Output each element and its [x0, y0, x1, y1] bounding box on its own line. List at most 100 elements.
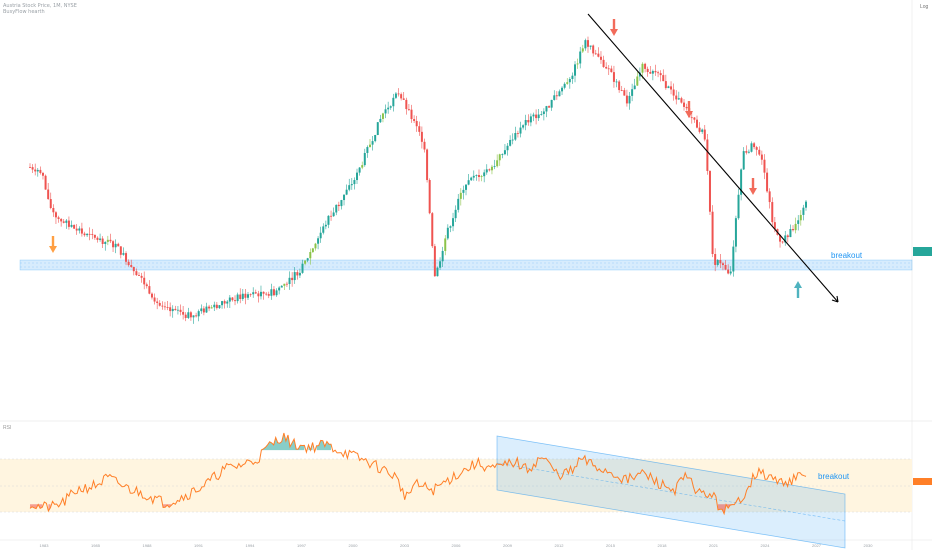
candle-body: [612, 72, 615, 82]
candle-body: [140, 275, 143, 278]
candle-body: [747, 151, 750, 153]
candle-body: [625, 95, 628, 104]
candle-body: [540, 114, 543, 115]
candle-body: [527, 119, 530, 123]
candle-body: [278, 287, 281, 291]
log-scale-label[interactable]: Log: [920, 4, 929, 10]
candle-body: [309, 252, 312, 259]
candle-body: [781, 241, 784, 243]
candle-body: [701, 129, 704, 132]
candle-body: [130, 265, 133, 267]
x-tick-label: 1983: [40, 543, 50, 548]
candle-body: [620, 90, 623, 91]
candle-body: [423, 141, 426, 150]
trendline: [587, 13, 839, 303]
candle-body: [153, 297, 156, 302]
candle-body: [615, 81, 618, 83]
overbought-fill: [261, 433, 305, 451]
x-tick-label: 2015: [606, 543, 616, 548]
candle-body: [324, 224, 327, 227]
candle-body: [267, 294, 270, 296]
candle-body: [428, 180, 431, 214]
candle-body: [228, 297, 231, 302]
oversold-fill: [30, 504, 43, 509]
candle-body: [493, 166, 496, 168]
x-tick-label: 2030: [864, 543, 874, 548]
candle-body: [721, 263, 724, 266]
candle-body: [114, 243, 117, 248]
candle-body: [410, 109, 413, 120]
candle-body: [70, 224, 73, 227]
candle-body: [62, 221, 65, 223]
candle-body: [34, 169, 37, 172]
candle-body: [685, 106, 688, 109]
rsi-line: [29, 432, 807, 516]
candle-body: [215, 304, 218, 309]
candle-body: [311, 248, 314, 253]
current-rsi-tag: [913, 478, 932, 485]
candle-body: [54, 212, 57, 218]
candle-body: [221, 301, 224, 306]
candle-body: [522, 125, 525, 128]
candle-body: [719, 259, 722, 264]
candle-body: [597, 53, 600, 57]
candle-body: [330, 215, 333, 217]
candle-body: [67, 220, 70, 227]
x-tick-label: 2018: [658, 543, 668, 548]
sell-arrow: [685, 111, 693, 118]
candle-body: [415, 120, 418, 127]
support-band: [19, 259, 913, 271]
candle-body: [298, 272, 301, 276]
x-tick-label: 2006: [452, 543, 462, 548]
x-tick-label: 2012: [555, 543, 565, 548]
candle-body: [742, 151, 745, 170]
current-price-tag: [913, 247, 932, 256]
candle-body: [179, 309, 182, 312]
candle-body: [125, 253, 128, 262]
candle-body: [117, 243, 120, 247]
rsi-indicator-label: RSI: [3, 425, 11, 431]
candle-body: [101, 238, 104, 244]
candle-body: [628, 95, 631, 104]
candle-body: [254, 292, 257, 294]
candle-body: [31, 167, 34, 170]
candle-body: [574, 64, 577, 76]
candle-body: [80, 228, 83, 234]
candle-body: [371, 141, 374, 145]
candle-body: [695, 119, 698, 128]
candle-body: [727, 269, 730, 274]
sell-arrow: [610, 29, 618, 36]
candle-body: [698, 127, 701, 132]
candle-body: [786, 235, 789, 238]
candle-body: [711, 211, 714, 255]
candle-body: [132, 266, 135, 272]
candle-body: [802, 207, 805, 215]
candle-body: [511, 139, 514, 141]
candle-body: [472, 175, 475, 178]
candle-body: [150, 293, 153, 298]
candle-body: [231, 297, 234, 301]
candle-body: [519, 127, 522, 134]
candle-body: [792, 229, 795, 231]
x-tick-label: 1985: [91, 543, 101, 548]
candle-body: [784, 235, 787, 243]
buy-arrow: [794, 281, 802, 288]
candle-body: [753, 143, 756, 148]
candle-body: [734, 218, 737, 247]
candle-body: [93, 234, 96, 238]
candle-body: [532, 114, 535, 117]
candle-body: [649, 71, 652, 74]
candle-body: [182, 311, 185, 315]
candle-body: [314, 243, 317, 249]
candle-body: [343, 194, 346, 201]
candle-body: [405, 99, 408, 110]
candle-body: [236, 294, 239, 302]
candle-body: [353, 180, 356, 185]
candle-body: [202, 308, 205, 313]
buy-arrow-shaft: [796, 287, 800, 298]
candle-body: [763, 159, 766, 173]
candle-body: [218, 305, 221, 309]
candle-body: [584, 40, 587, 49]
candle-body: [112, 241, 115, 248]
candle-body: [524, 119, 527, 126]
